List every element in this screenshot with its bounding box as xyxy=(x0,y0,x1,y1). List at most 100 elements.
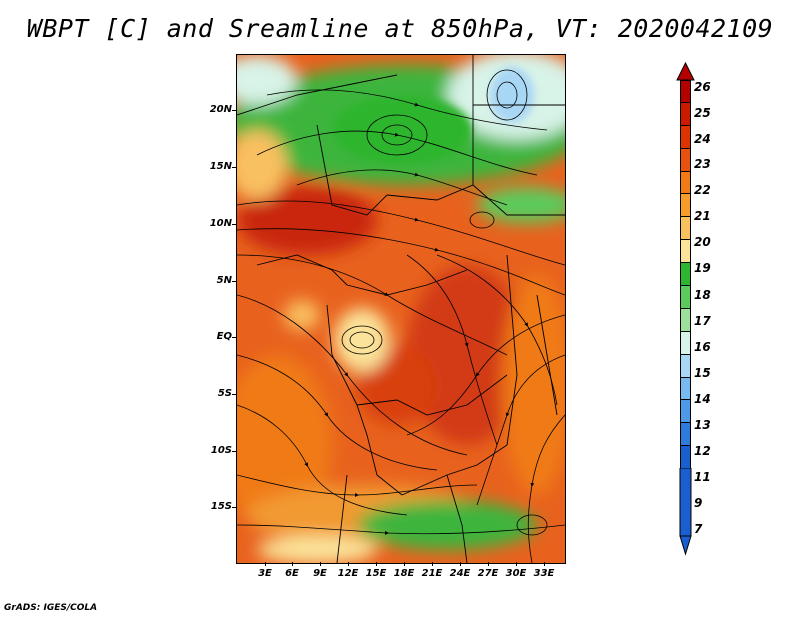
streamlines xyxy=(237,89,565,563)
map-panel xyxy=(236,54,566,564)
lon-label: 15E xyxy=(365,568,387,579)
lat-label: 10N xyxy=(209,218,232,229)
colorbar-seg xyxy=(680,194,691,218)
gyre-equator-inner xyxy=(349,331,375,349)
colorbar-seg xyxy=(680,263,691,287)
gyres xyxy=(341,69,548,536)
colorbar-label: 25 xyxy=(694,106,711,120)
gyre-ne xyxy=(486,69,528,121)
border-line xyxy=(472,105,565,216)
lat-label: 15S xyxy=(210,501,232,512)
gyre-north-inner xyxy=(381,124,413,146)
chart-title: WBPT [C] and Sreamline at 850hPa, VT: 20… xyxy=(26,14,774,43)
field-orange-east xyxy=(502,275,565,495)
lon-label: 27E xyxy=(477,568,499,579)
streamline xyxy=(237,474,478,497)
colorbar-label: 17 xyxy=(694,314,711,328)
lat-label: 10S xyxy=(210,445,232,456)
lat-tick xyxy=(232,451,236,452)
colorbar-top-arrow xyxy=(676,62,695,81)
colorbar-label: 11 xyxy=(694,470,711,484)
gyre-equator xyxy=(341,325,383,355)
streamline xyxy=(237,228,565,296)
lat-label: 5S xyxy=(217,388,232,399)
lat-tick xyxy=(232,281,236,282)
border-line xyxy=(401,444,508,496)
colorbar-label: 9 xyxy=(694,496,703,510)
lat-tick xyxy=(232,167,236,168)
lat-label: 5N xyxy=(216,275,232,286)
border-line xyxy=(446,474,468,563)
footer-credit: GrADS: IGES/COLA xyxy=(4,603,98,613)
colorbar-label: 24 xyxy=(694,132,711,146)
streamline xyxy=(237,354,438,471)
colorbar-seg xyxy=(680,377,691,401)
lat-label: 20N xyxy=(209,104,232,115)
lat-tick xyxy=(232,110,236,111)
lon-tick xyxy=(376,562,377,566)
streamline xyxy=(527,414,565,563)
colorbar-seg xyxy=(680,308,691,332)
gyre-north xyxy=(366,114,428,156)
lon-tick xyxy=(404,562,405,566)
colorbar-bottom-arrow xyxy=(679,468,692,556)
lat-tick xyxy=(232,337,236,338)
streamline xyxy=(237,294,468,456)
gyre-south xyxy=(516,514,548,536)
lat-label: EQ xyxy=(216,331,232,342)
colorbar-seg xyxy=(680,102,691,126)
colorbar-seg xyxy=(680,423,691,447)
field-blue-ne xyxy=(490,67,534,123)
lon-label: 6E xyxy=(285,568,299,579)
colorbar-label: 7 xyxy=(694,522,703,536)
field-green-ne xyxy=(477,187,565,223)
colorbar-label: 13 xyxy=(694,418,711,432)
country-borders xyxy=(237,55,565,563)
colorbar-seg xyxy=(680,400,691,424)
field-yellow-equator xyxy=(334,308,390,372)
colorbar-seg xyxy=(680,80,691,103)
border-line xyxy=(356,374,508,416)
lon-label: 18E xyxy=(393,568,415,579)
colorbar-seg xyxy=(680,171,691,195)
streamline xyxy=(476,354,565,506)
field-warm-core-east xyxy=(407,265,527,445)
streamline xyxy=(406,314,565,436)
gyre-ne-inner xyxy=(496,81,518,109)
streamline xyxy=(237,524,565,535)
field-warm-core-west xyxy=(237,185,377,255)
lon-label: 24E xyxy=(449,568,471,579)
border-line xyxy=(256,254,348,286)
lon-label: 30E xyxy=(505,568,527,579)
lon-tick xyxy=(265,562,266,566)
lon-label: 21E xyxy=(421,568,443,579)
border-line xyxy=(386,184,474,201)
border-line xyxy=(356,404,403,496)
field-yellow-south xyxy=(257,536,377,563)
lon-tick xyxy=(516,562,517,566)
colorbar-label: 19 xyxy=(694,261,711,275)
colorbar-label: 26 xyxy=(694,80,711,94)
lon-label: 3E xyxy=(258,568,272,579)
lon-tick xyxy=(320,562,321,566)
gyre-east xyxy=(469,211,495,229)
lon-tick xyxy=(432,562,433,566)
colorbar-label: 18 xyxy=(694,288,711,302)
lon-label: 9E xyxy=(313,568,327,579)
colorbar-seg xyxy=(680,354,691,378)
colorbar-seg xyxy=(680,446,691,470)
lon-tick xyxy=(488,562,489,566)
colorbar-label: 16 xyxy=(694,340,711,354)
colorbar-seg xyxy=(680,125,691,149)
lat-tick xyxy=(232,507,236,508)
colorbar-seg xyxy=(680,286,691,309)
streamline xyxy=(237,200,565,266)
border-line xyxy=(346,269,468,296)
lon-tick xyxy=(292,562,293,566)
streamline xyxy=(266,89,548,131)
lon-tick xyxy=(348,562,349,566)
lat-label: 15N xyxy=(209,161,232,172)
lon-tick xyxy=(460,562,461,566)
wbpt-field xyxy=(237,55,565,563)
lat-tick xyxy=(232,224,236,225)
